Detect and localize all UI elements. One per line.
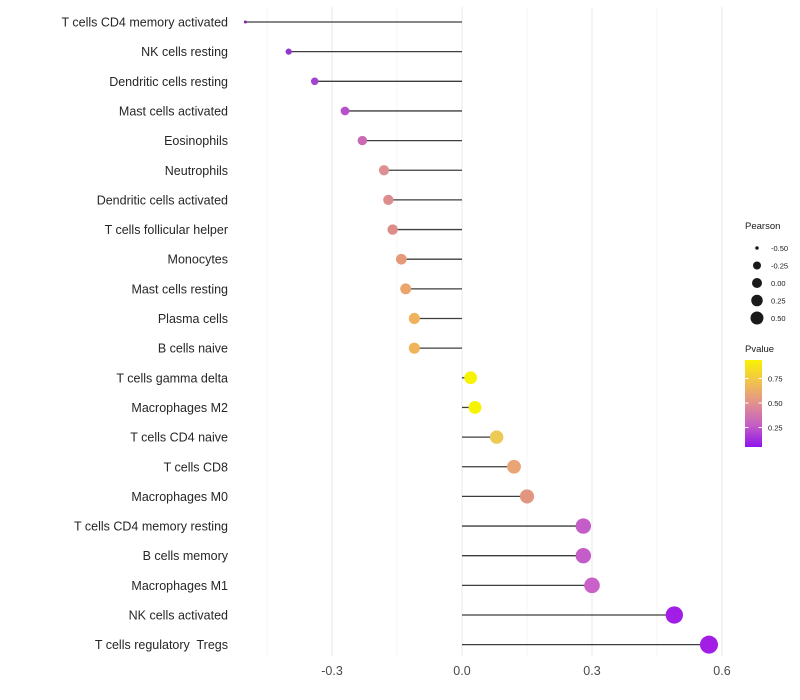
lollipop-dot xyxy=(357,135,368,146)
lollipop-dot xyxy=(464,371,478,385)
x-axis-tick-label: 0.0 xyxy=(453,664,470,678)
y-axis-label: T cells follicular helper xyxy=(105,223,228,237)
lollipop-dot xyxy=(378,165,390,176)
x-axis-tick-label: 0.3 xyxy=(583,664,600,678)
lollipop-dot xyxy=(243,20,247,24)
y-axis-label: Mast cells resting xyxy=(131,282,228,296)
legend-size-dot xyxy=(753,261,761,270)
lollipop-dot xyxy=(468,401,482,414)
legend-size-label: 0.50 xyxy=(771,314,786,323)
y-axis-label: Neutrophils xyxy=(165,164,228,178)
x-axis-tick-label: 0.6 xyxy=(713,664,730,678)
legend-size-label: -0.25 xyxy=(771,261,788,270)
y-axis-label: Eosinophils xyxy=(164,134,228,148)
y-axis-label: NK cells activated xyxy=(129,609,228,623)
y-axis-label: T cells CD4 memory activated xyxy=(62,16,229,30)
lollipop-dot xyxy=(383,194,394,206)
legend-size-title: Pearson xyxy=(745,221,780,232)
legend-size-label: 0.00 xyxy=(771,279,786,288)
y-axis-label: Monocytes xyxy=(168,253,228,267)
y-axis-label: B cells naive xyxy=(158,342,228,356)
legend-color-tick-label: 0.50 xyxy=(768,399,783,408)
x-axis-tick-label: -0.3 xyxy=(321,664,343,678)
y-axis-label: T cells regulatory Tregs xyxy=(95,638,228,652)
y-axis-label: Macrophages M2 xyxy=(131,401,228,415)
legend-color-tick-label: 0.25 xyxy=(768,423,783,432)
legend-size-dot xyxy=(750,311,764,325)
lollipop-dot xyxy=(584,577,600,594)
lollipop-dot xyxy=(575,547,592,564)
lollipop-dot xyxy=(387,224,398,235)
y-axis-label: NK cells resting xyxy=(141,45,228,59)
legend-size-label: -0.50 xyxy=(771,244,788,253)
y-axis-label: B cells memory xyxy=(143,549,229,563)
lollipop-dot xyxy=(310,77,319,86)
lollipop-dot xyxy=(489,430,504,444)
legend-color-title: Pvalue xyxy=(745,344,774,355)
y-axis-label: T cells gamma delta xyxy=(116,371,228,385)
y-axis-label: Dendritic cells resting xyxy=(109,75,228,89)
y-axis-label: T cells CD4 memory resting xyxy=(74,520,228,534)
legend-size-label: 0.25 xyxy=(771,296,786,305)
y-axis-label: Macrophages M1 xyxy=(131,579,228,593)
y-axis-label: T cells CD8 xyxy=(164,460,228,474)
lollipop-dot xyxy=(408,342,420,354)
legend-size-dot xyxy=(752,278,762,288)
lollipop-dot xyxy=(340,106,350,116)
y-axis-label: Plasma cells xyxy=(158,312,228,326)
lollipop-dot xyxy=(575,518,592,534)
lollipop-dot xyxy=(400,283,412,295)
y-axis-label: Macrophages M0 xyxy=(131,490,228,504)
legend-size-dot xyxy=(755,246,759,250)
lollipop-dot xyxy=(507,459,521,474)
y-axis-label: Mast cells activated xyxy=(119,104,228,118)
legend-size-dot xyxy=(751,294,763,307)
lollipop-dot xyxy=(395,253,407,265)
lollipop-dot xyxy=(665,606,683,624)
y-axis-label: Dendritic cells activated xyxy=(97,193,228,207)
lollipop-dot xyxy=(699,635,718,654)
legend-color-tick-label: 0.75 xyxy=(768,374,783,383)
y-axis-label: T cells CD4 naive xyxy=(130,431,228,445)
legend-color-gradient-bar xyxy=(745,360,762,447)
lollipop-dot xyxy=(285,48,292,55)
lollipop-dot xyxy=(408,312,420,325)
lollipop-dot xyxy=(519,489,535,504)
